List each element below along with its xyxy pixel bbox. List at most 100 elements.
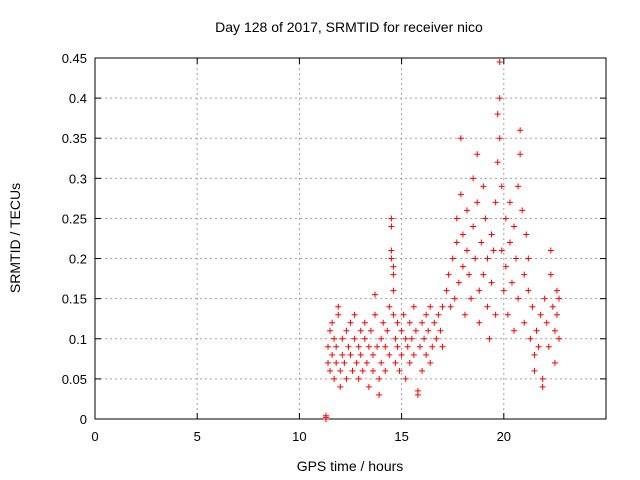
data-point bbox=[541, 295, 548, 302]
data-point bbox=[459, 231, 466, 238]
data-point bbox=[400, 311, 407, 318]
data-point bbox=[464, 207, 471, 214]
data-point bbox=[474, 151, 481, 158]
data-point bbox=[488, 279, 495, 286]
data-point bbox=[480, 271, 487, 278]
data-point bbox=[523, 231, 530, 238]
y-axis-label: SRMTID / TECUs bbox=[7, 183, 23, 293]
data-point bbox=[402, 335, 409, 342]
data-point bbox=[517, 127, 524, 134]
data-point bbox=[431, 319, 438, 326]
data-point bbox=[390, 311, 397, 318]
data-point bbox=[378, 335, 385, 342]
data-point bbox=[480, 183, 487, 190]
data-point bbox=[351, 311, 358, 318]
data-point bbox=[369, 367, 376, 374]
data-point bbox=[511, 223, 518, 230]
data-point bbox=[498, 183, 505, 190]
data-point bbox=[488, 231, 495, 238]
data-point bbox=[410, 351, 417, 358]
data-point bbox=[521, 319, 528, 326]
data-point bbox=[406, 359, 413, 366]
data-point bbox=[508, 279, 515, 286]
data-point bbox=[376, 375, 383, 382]
data-point bbox=[347, 319, 354, 326]
data-point bbox=[327, 367, 334, 374]
data-point bbox=[492, 199, 499, 206]
data-point bbox=[443, 287, 450, 294]
data-point bbox=[382, 343, 389, 350]
data-point bbox=[386, 351, 393, 358]
data-point bbox=[502, 215, 509, 222]
data-point bbox=[353, 359, 360, 366]
data-point bbox=[382, 367, 389, 374]
data-point bbox=[451, 295, 458, 302]
y-tick-label: 0.2 bbox=[69, 252, 87, 267]
data-point bbox=[325, 343, 332, 350]
data-point bbox=[513, 255, 520, 262]
data-point bbox=[380, 319, 387, 326]
data-point bbox=[555, 335, 562, 342]
data-point bbox=[365, 383, 372, 390]
data-point bbox=[406, 319, 413, 326]
data-point bbox=[351, 335, 358, 342]
data-point bbox=[361, 319, 368, 326]
data-point bbox=[543, 319, 550, 326]
data-point bbox=[410, 303, 417, 310]
data-point bbox=[472, 255, 479, 262]
y-tick-label: 0.45 bbox=[62, 51, 87, 66]
data-point bbox=[461, 311, 468, 318]
data-point bbox=[496, 135, 503, 142]
y-tick-label: 0.3 bbox=[69, 171, 87, 186]
data-point bbox=[359, 367, 366, 374]
data-point bbox=[404, 343, 411, 350]
data-point bbox=[527, 335, 534, 342]
data-point bbox=[506, 239, 513, 246]
data-point bbox=[402, 375, 409, 382]
data-point bbox=[515, 295, 522, 302]
data-point bbox=[365, 343, 372, 350]
data-point bbox=[494, 111, 501, 118]
y-tick-label: 0.25 bbox=[62, 211, 87, 226]
data-point bbox=[421, 335, 428, 342]
data-point bbox=[412, 327, 419, 334]
data-point bbox=[419, 319, 426, 326]
data-point bbox=[519, 207, 526, 214]
data-point bbox=[367, 327, 374, 334]
data-point bbox=[427, 303, 434, 310]
data-point bbox=[531, 367, 538, 374]
data-point bbox=[388, 247, 395, 254]
data-point bbox=[386, 303, 393, 310]
data-point bbox=[435, 311, 442, 318]
data-point bbox=[504, 311, 511, 318]
data-point bbox=[339, 335, 346, 342]
data-point bbox=[347, 351, 354, 358]
data-point bbox=[396, 367, 403, 374]
data-point bbox=[496, 59, 503, 66]
y-tick-label: 0.05 bbox=[62, 372, 87, 387]
data-point bbox=[322, 412, 329, 419]
data-point bbox=[476, 319, 483, 326]
data-point bbox=[537, 311, 544, 318]
x-tick-label: 10 bbox=[292, 429, 306, 444]
data-point bbox=[390, 287, 397, 294]
data-point bbox=[416, 343, 423, 350]
data-point bbox=[453, 239, 460, 246]
data-point bbox=[363, 359, 370, 366]
data-point bbox=[384, 327, 391, 334]
data-point bbox=[423, 311, 430, 318]
data-point bbox=[429, 343, 436, 350]
data-point bbox=[539, 383, 546, 390]
data-point bbox=[553, 287, 560, 294]
data-point bbox=[437, 327, 444, 334]
x-tick-label: 5 bbox=[194, 429, 201, 444]
data-point bbox=[545, 343, 552, 350]
data-point bbox=[333, 343, 340, 350]
data-point bbox=[439, 303, 446, 310]
data-point bbox=[372, 311, 379, 318]
data-point bbox=[511, 327, 518, 334]
data-point bbox=[535, 343, 542, 350]
data-point bbox=[392, 335, 399, 342]
data-point bbox=[327, 327, 334, 334]
